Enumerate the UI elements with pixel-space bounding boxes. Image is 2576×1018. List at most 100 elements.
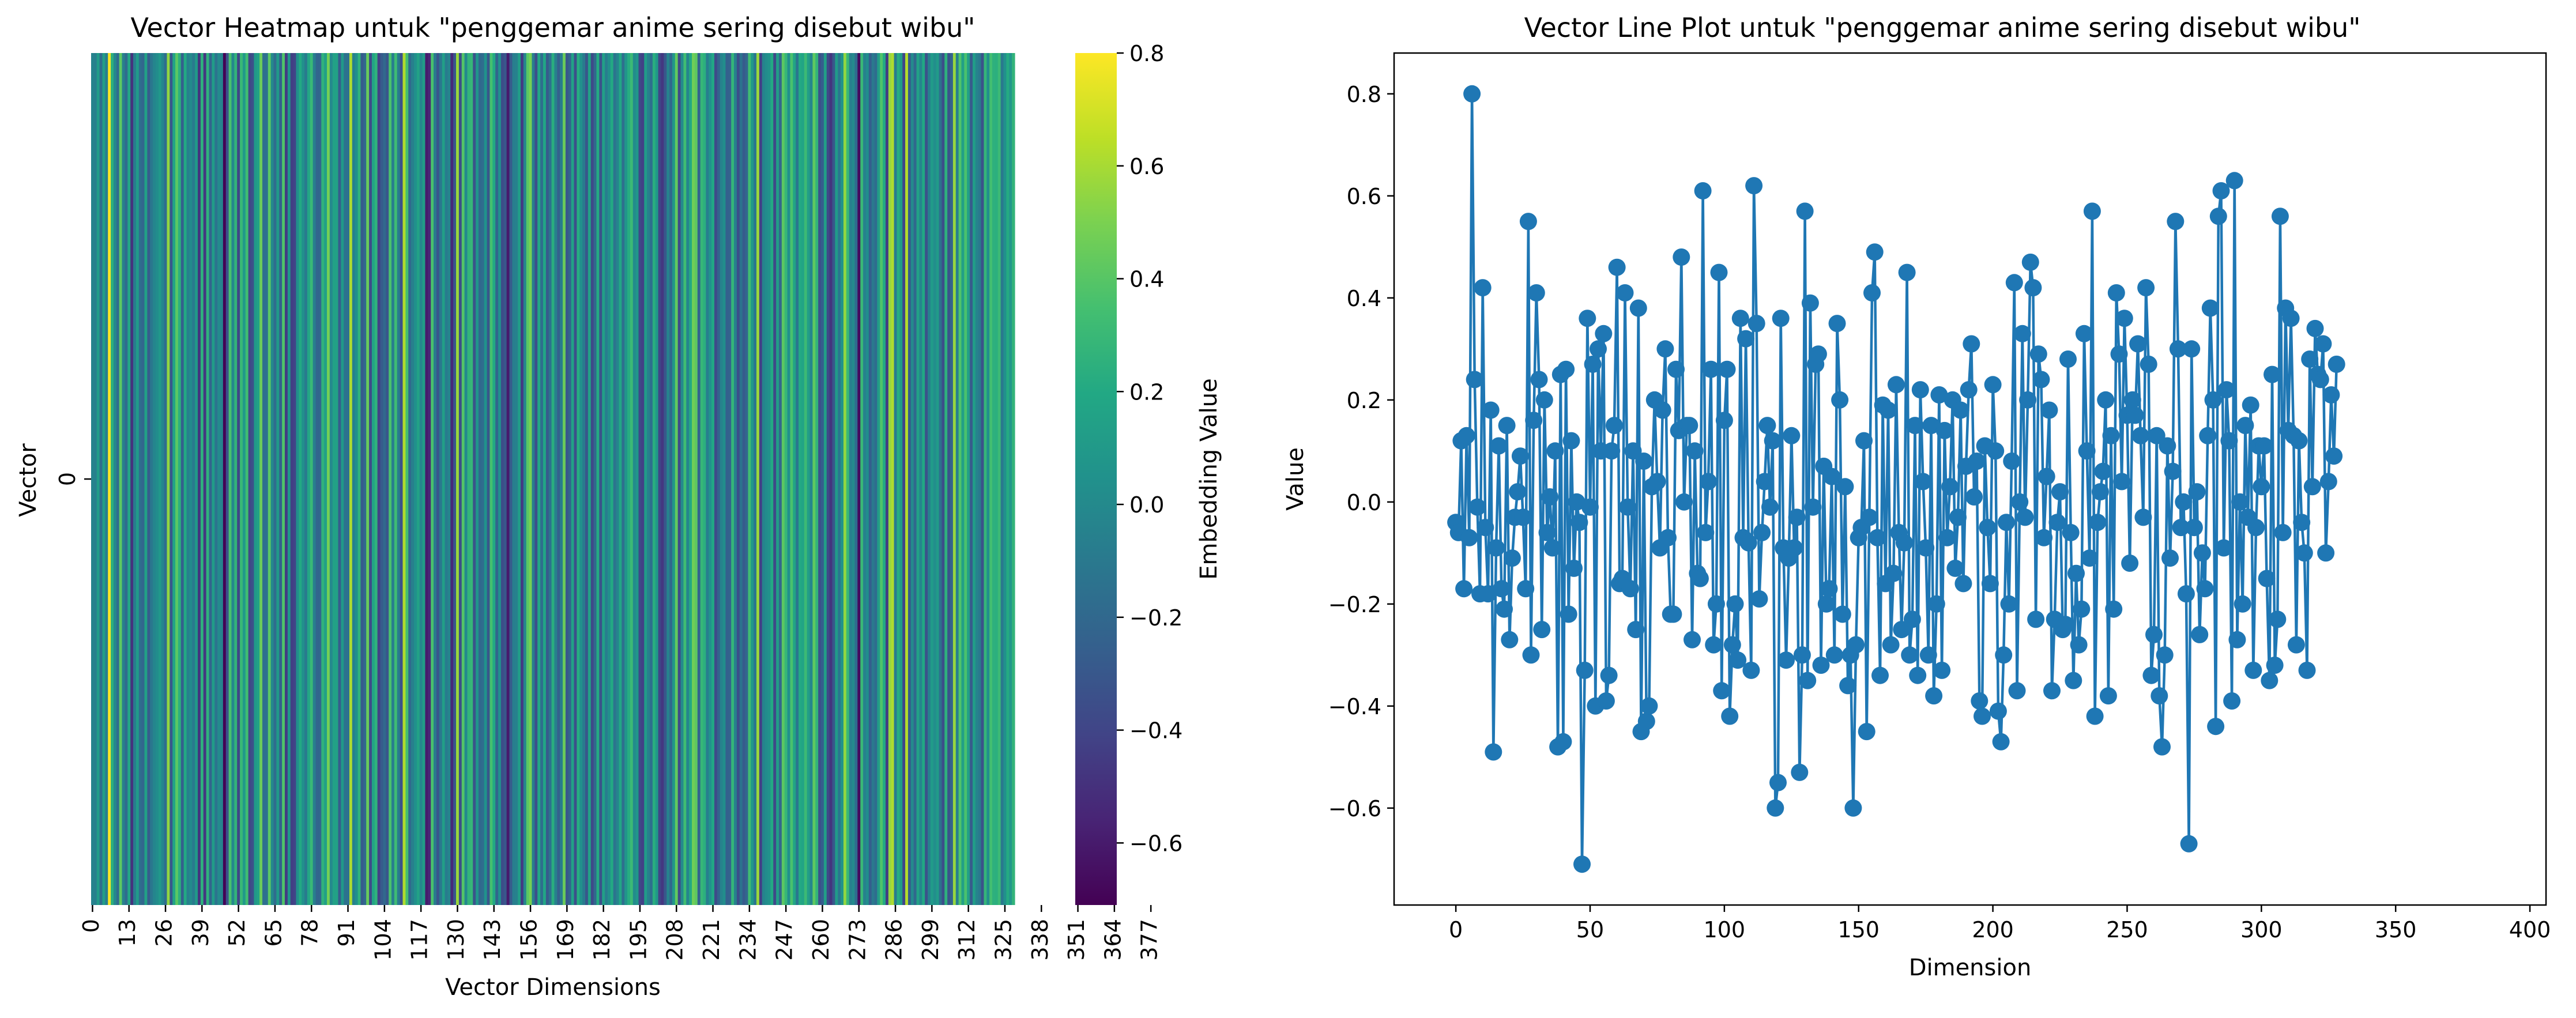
lineplot-point [2005,274,2023,292]
heatmap-cell [742,53,746,905]
heatmap-cell [624,53,628,905]
lineplot-point [1893,621,1911,639]
heatmap-cell [804,53,808,905]
lineplot-point [1699,473,1717,491]
heatmap-cell [849,53,853,905]
heatmap-cell [214,53,218,905]
lineplot-point [2264,365,2281,383]
lineplot-point [2322,386,2340,404]
lineplot-point [1697,523,1715,541]
heatmap-x-tick-label: 39 [188,919,213,947]
lineplot-point [2011,493,2029,511]
lineplot-point [1496,600,1513,618]
heatmap-cell [563,53,566,905]
lineplot-point [1718,360,1736,378]
heatmap-cell [568,53,572,905]
heatmap-cell [888,53,892,905]
lineplot-point [1490,437,1508,455]
heatmap-cell [815,53,819,905]
heatmap-x-tick-label: 117 [407,919,432,961]
heatmap-title: Vector Heatmap untuk "penggemar anime se… [131,12,976,43]
lineplot-point [1866,243,1884,261]
colorbar-tick-label: −0.2 [1129,605,1182,631]
lineplot-point [1597,692,1615,710]
heatmap-x-tick-label: 130 [443,919,469,961]
lineplot-point [2293,514,2311,531]
lineplot-point [1858,723,1875,741]
heatmap-cell [371,53,375,905]
heatmap-cell [967,53,970,905]
lineplot-point [2089,514,2107,531]
heatmap-cell [360,53,364,905]
heatmap-cell [770,53,774,905]
lineplot-point [1605,417,1623,435]
lineplot-point [1721,707,1739,725]
heatmap-cell [374,53,378,905]
heatmap-cell [877,53,880,905]
lineplot-point [1909,666,1927,684]
lineplot-point [1487,539,1505,557]
heatmap-cell [902,53,906,905]
lineplot-point [2078,442,2096,460]
lineplot-y-tick-label: 0.2 [1347,388,1381,413]
lineplot-point [2193,544,2211,562]
lineplot-point [2105,600,2123,618]
heatmap-cell [669,53,673,905]
heatmap-cell [919,53,922,905]
heatmap-cell [925,53,928,905]
heatmap-cell [886,53,889,905]
lineplot-point [2164,462,2182,480]
heatmap-cell [355,53,359,905]
heatmap-cell [635,53,639,905]
lineplot-point [2303,478,2321,496]
heatmap-cell [773,53,777,905]
lineplot-point [2298,661,2316,679]
lineplot-point [1501,631,1519,648]
heatmap-cell [846,53,850,905]
heatmap-cell [728,53,732,905]
colorbar-tick-label: 0.4 [1129,267,1164,292]
lineplot-point [1477,519,1494,537]
heatmap-cell [439,53,443,905]
heatmap-cell [386,53,389,905]
lineplot-point [2067,564,2085,582]
lineplot-point [2102,427,2120,444]
lineplot-x-tick-label: 150 [1837,917,1880,942]
heatmap-cell [689,53,692,905]
lineplot-point [2231,493,2249,511]
heatmap-x-tick-label: 0 [78,919,104,933]
heatmap-cell [138,53,142,905]
heatmap-cell [203,53,207,905]
heatmap-cell [411,53,415,905]
heatmap-cell [666,53,670,905]
lineplot-y-tick-label: 0.0 [1347,490,1381,515]
heatmap-cell [781,53,785,905]
lineplot-point [1748,315,1765,333]
lineplot-point [1984,376,2002,394]
lineplot-point [1828,315,1846,333]
lineplot-point [1919,646,1937,664]
lineplot-point [1573,855,1591,873]
heatmap-cell [995,53,999,905]
lineplot-point [2081,549,2099,567]
heatmap-cell [709,53,712,905]
heatmap-cell [150,53,153,905]
lineplot-point [1581,498,1599,516]
heatmap-x-tick-label: 234 [735,919,760,961]
heatmap-x-tick-label: 260 [808,919,834,961]
heatmap-cell [557,53,560,905]
lineplot-point [1938,529,1956,546]
lineplot-point [2266,657,2284,674]
heatmap-x-tick-label: 312 [954,919,980,961]
heatmap-cell [321,53,325,905]
heatmap-cell [223,53,227,905]
heatmap-cell [209,53,212,905]
heatmap-cell [602,53,605,905]
heatmap-x-ticks: 0 13 26 39 52 65 78 91 104 117 130 143 156 169 182 195 2… [78,905,1162,961]
heatmap-cell [941,53,945,905]
lineplot-point [2148,427,2166,444]
heatmap-x-tick-label: 221 [699,919,724,961]
heatmap-cell [113,53,117,905]
heatmap-cell [453,53,457,905]
colorbar-label: Embedding Value [1196,378,1222,579]
